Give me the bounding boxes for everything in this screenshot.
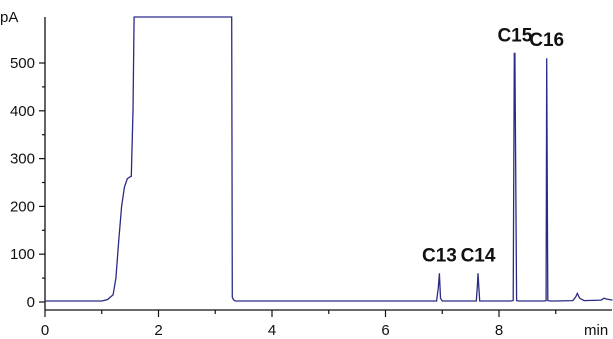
y-tick-label: 500 [10,55,35,72]
peak-label-c14: C14 [461,245,496,266]
x-tick-label: 4 [268,322,276,339]
series-line [45,16,613,302]
x-tick-label: 6 [381,322,389,339]
x-tick-label: 2 [154,322,162,339]
y-tick-label: 400 [10,103,35,120]
y-tick-label: 200 [10,198,35,215]
y-ticks: 0 100 200 300 400 500 [10,55,45,311]
x-tick-label: 8 [495,322,503,339]
y-tick-label: 300 [10,151,35,168]
x-tick-label: 0 [41,322,49,339]
y-tick-label: 100 [10,246,35,263]
peak-annotations: C13 C14 C15 C16 [422,25,564,266]
x-axis-unit-label: min [584,322,608,339]
peak-label-c15: C15 [497,25,532,46]
y-tick-label: 0 [27,294,35,311]
axes [44,17,612,311]
y-axis-unit-label: pA [0,9,18,26]
x-ticks: 0 2 4 6 8 [41,310,557,339]
peak-label-c16: C16 [529,30,564,51]
peak-label-c13: C13 [422,245,457,266]
plot-area [45,16,613,302]
